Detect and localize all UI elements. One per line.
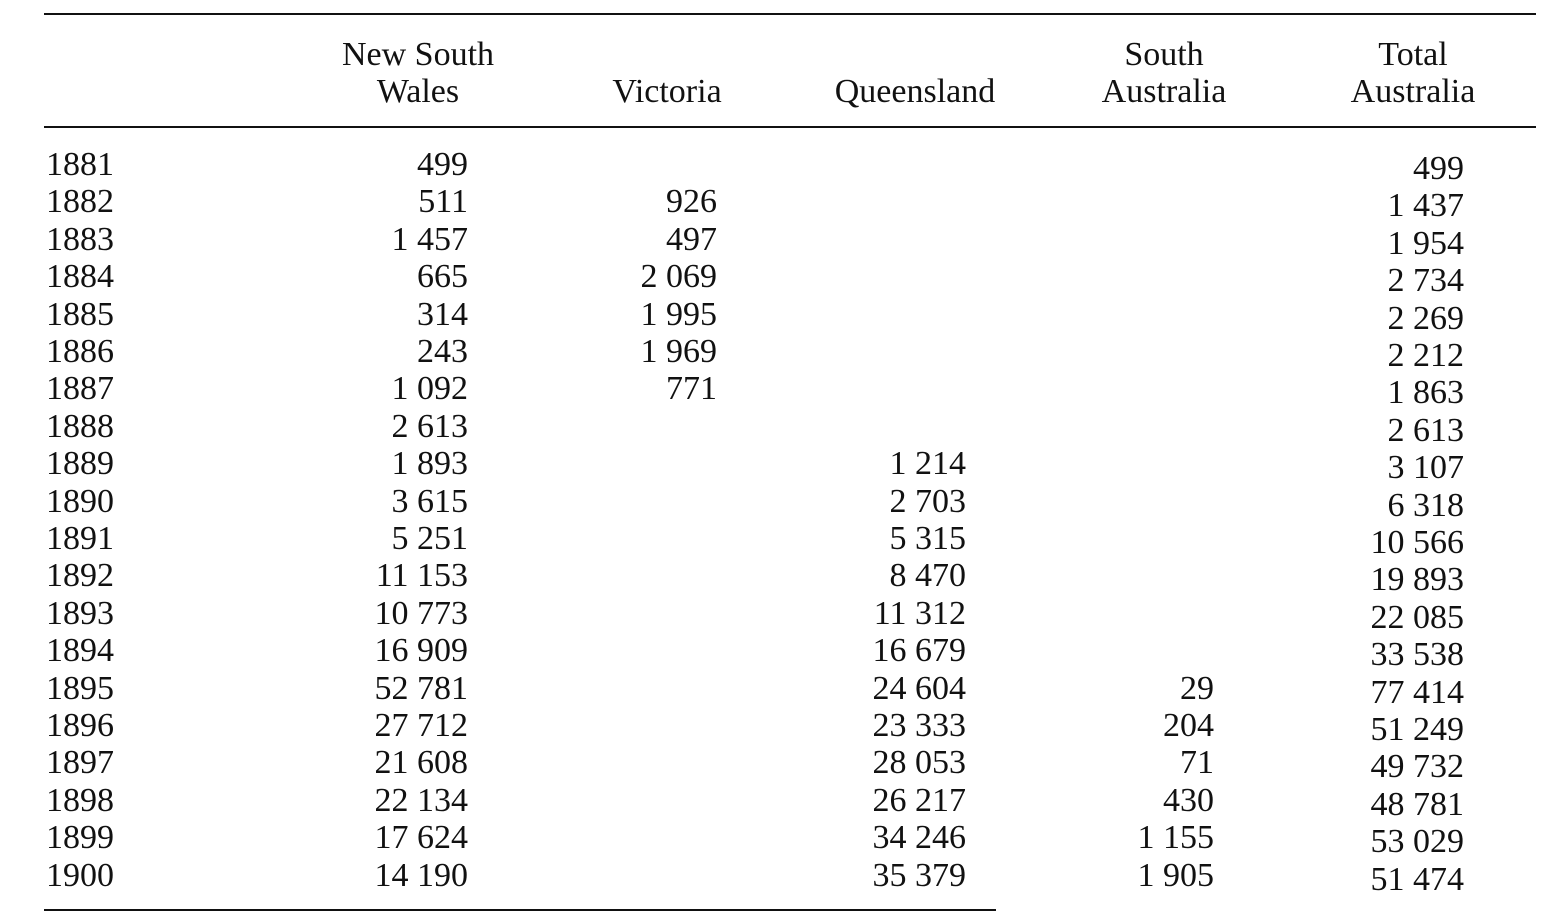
value-cell: 2 269 <box>1387 299 1465 337</box>
value-cell: 6 318 <box>1387 486 1465 524</box>
value-cell: 1 863 <box>1387 374 1465 412</box>
value-cell: 1 092 <box>391 370 469 408</box>
year-label: 1885 <box>46 295 114 333</box>
value-cell: 27 712 <box>374 707 469 744</box>
value-cell: 16 909 <box>374 632 469 670</box>
column-header: Total <box>1378 36 1448 73</box>
bottom-rule <box>44 909 996 911</box>
value-cell: 926 <box>666 183 717 221</box>
value-cell: 497 <box>666 220 717 258</box>
value-cell: 24 604 <box>872 669 967 707</box>
value-cell: 11 312 <box>873 594 966 632</box>
column-header: Australia <box>1350 73 1476 110</box>
year-label: 1899 <box>46 819 114 857</box>
value-cell: 10 773 <box>374 594 469 632</box>
value-cell: 35 379 <box>872 856 967 894</box>
value-cell: 52 781 <box>374 669 469 707</box>
value-cell: 2 212 <box>1387 337 1465 374</box>
year-label: 1889 <box>46 445 114 483</box>
column-header: New South <box>341 36 495 73</box>
year-label: 1882 <box>46 183 114 221</box>
year-label: 1900 <box>46 856 114 894</box>
value-cell: 665 <box>417 258 468 296</box>
column-header: Queensland <box>834 73 996 110</box>
top-rule <box>44 13 1536 15</box>
value-cell: 51 249 <box>1370 711 1465 748</box>
value-cell: 71 <box>1180 744 1214 782</box>
value-cell: 511 <box>418 183 468 221</box>
value-cell: 5 251 <box>391 520 469 557</box>
value-cell: 33 538 <box>1370 636 1465 674</box>
value-cell: 499 <box>1413 150 1464 187</box>
year-label: 1881 <box>46 146 114 183</box>
value-cell: 1 995 <box>640 295 718 333</box>
value-cell: 1 457 <box>391 220 469 258</box>
value-cell: 26 217 <box>872 781 967 819</box>
column-header: Australia <box>1101 73 1227 110</box>
year-label: 1883 <box>46 220 114 258</box>
value-cell: 22 134 <box>374 781 469 819</box>
year-label: 1898 <box>46 781 114 819</box>
column-header: Wales <box>376 73 460 110</box>
value-cell: 2 069 <box>640 258 718 296</box>
value-cell: 1 214 <box>889 445 967 483</box>
value-cell: 1 905 <box>1137 856 1215 894</box>
value-cell: 51 474 <box>1370 860 1465 898</box>
value-cell: 2 703 <box>889 482 967 520</box>
value-cell: 49 732 <box>1370 748 1465 786</box>
value-cell: 3 107 <box>1387 449 1465 487</box>
value-cell: 8 470 <box>889 557 967 595</box>
year-label: 1893 <box>46 594 114 632</box>
year-label: 1896 <box>46 707 114 744</box>
value-cell: 5 315 <box>889 520 967 557</box>
year-label: 1894 <box>46 632 114 670</box>
value-cell: 14 190 <box>374 856 469 894</box>
value-cell: 16 679 <box>872 632 967 670</box>
year-label: 1887 <box>46 370 114 408</box>
year-label: 1890 <box>46 482 114 520</box>
value-cell: 77 414 <box>1370 673 1465 711</box>
value-cell: 1 954 <box>1387 224 1465 262</box>
value-cell: 53 029 <box>1370 823 1465 861</box>
year-label: 1892 <box>46 557 114 595</box>
value-cell: 23 333 <box>872 707 967 744</box>
year-label: 1891 <box>46 520 114 557</box>
header-rule <box>44 126 1536 128</box>
value-cell: 29 <box>1180 669 1214 707</box>
value-cell: 2 613 <box>1387 411 1465 449</box>
value-cell: 11 153 <box>375 557 468 595</box>
column-header: South <box>1124 36 1204 73</box>
value-cell: 771 <box>666 370 717 408</box>
value-cell: 430 <box>1163 781 1214 819</box>
value-cell: 22 085 <box>1370 598 1465 636</box>
value-cell: 34 246 <box>872 819 967 857</box>
value-cell: 3 615 <box>391 482 469 520</box>
value-cell: 19 893 <box>1370 561 1465 599</box>
year-label: 1895 <box>46 669 114 707</box>
year-label: 1888 <box>46 407 114 445</box>
value-cell: 17 624 <box>374 819 469 857</box>
value-cell: 204 <box>1163 707 1214 744</box>
value-cell: 21 608 <box>374 744 469 782</box>
value-cell: 314 <box>417 295 468 333</box>
value-cell: 499 <box>417 146 468 183</box>
value-cell: 48 781 <box>1370 785 1465 823</box>
value-cell: 1 155 <box>1137 819 1215 857</box>
value-cell: 1 437 <box>1387 187 1465 225</box>
value-cell: 1 969 <box>640 333 718 370</box>
value-cell: 243 <box>417 333 468 370</box>
column-header: Victoria <box>612 73 722 110</box>
value-cell: 10 566 <box>1370 524 1465 561</box>
year-label: 1886 <box>46 333 114 370</box>
value-cell: 2 734 <box>1387 262 1465 300</box>
year-label: 1897 <box>46 744 114 782</box>
year-label: 1884 <box>46 258 114 296</box>
value-cell: 2 613 <box>391 407 469 445</box>
value-cell: 1 893 <box>391 445 469 483</box>
value-cell: 28 053 <box>872 744 967 782</box>
